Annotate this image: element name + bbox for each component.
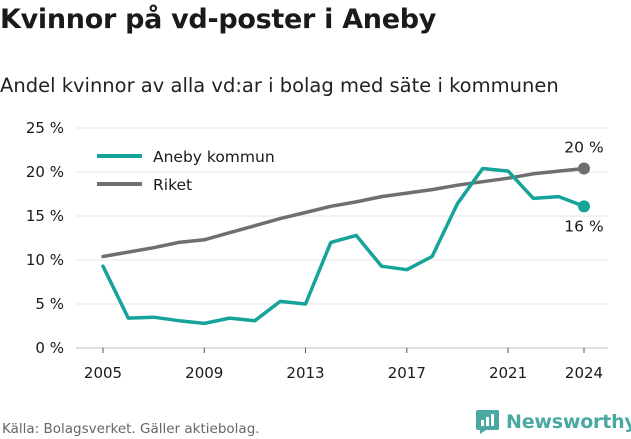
x-tick-label: 2013 (286, 364, 324, 382)
chart-title: Kvinnor på vd-poster i Aneby (0, 4, 437, 35)
series-line-aneby-kommun (101, 166, 586, 326)
y-tick-label: 10 % (26, 251, 64, 269)
y-tick-label: 20 % (26, 163, 64, 181)
x-axis-ticks: 2005 2009 2013 2017 2021 2024 (84, 348, 603, 382)
end-point (578, 200, 590, 213)
chart-subtitle: Andel kvinnor av alla vd:ar i bolag med … (0, 74, 559, 97)
y-tick-label: 5 % (35, 295, 64, 313)
end-value-label: 20 % (564, 138, 603, 156)
end-markers: 16 % 20 % (564, 138, 603, 235)
end-point (578, 162, 590, 175)
source-note: Källa: Bolagsverket. Gäller aktiebolag. (2, 421, 260, 437)
grid-lines (76, 127, 608, 349)
x-tick-label: 2024 (565, 364, 603, 382)
legend: Aneby kommun Riket (97, 148, 275, 194)
x-tick-label: 2021 (489, 364, 527, 382)
y-tick-label: 15 % (26, 207, 64, 225)
end-value-label: 16 % (564, 217, 603, 235)
legend-label: Riket (153, 176, 192, 194)
x-tick-label: 2017 (388, 364, 426, 382)
brand-name: Newsworthy (506, 411, 631, 433)
brand-logo: Newsworthy (475, 408, 631, 436)
x-tick-label: 2009 (185, 364, 223, 382)
newsworthy-logo-icon (476, 410, 499, 434)
x-tick-label: 2005 (84, 364, 122, 382)
y-tick-label: 0 % (35, 339, 64, 357)
series-line-riket (101, 166, 586, 259)
series-lines (101, 166, 586, 326)
legend-label: Aneby kommun (153, 148, 275, 166)
y-axis-ticks: 0 % 5 % 10 % 15 % 20 % 25 % (26, 119, 64, 357)
y-tick-label: 25 % (26, 119, 64, 137)
